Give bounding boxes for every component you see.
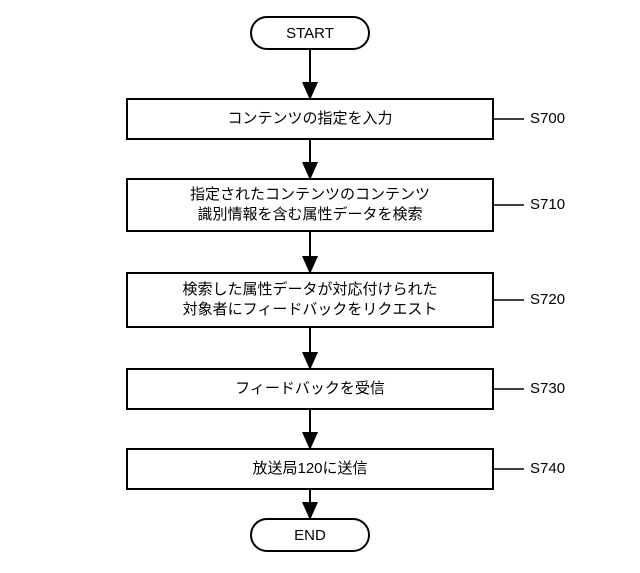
process-step-text: 検索した属性データが対応付けられた 対象者にフィードバックをリクエスト (182, 280, 437, 321)
process-step-S720: 検索した属性データが対応付けられた 対象者にフィードバックをリクエスト (126, 272, 494, 328)
terminal-end: END (250, 518, 370, 552)
step-label-S710: S710 (530, 196, 565, 213)
process-step-text: 放送局120に送信 (252, 459, 367, 479)
process-step-text: コンテンツの指定を入力 (227, 109, 392, 129)
process-step-S710: 指定されたコンテンツのコンテンツ 識別情報を含む属性データを検索 (126, 178, 494, 232)
process-step-S700: コンテンツの指定を入力 (126, 98, 494, 140)
process-step-S740: 放送局120に送信 (126, 448, 494, 490)
process-step-text: フィードバックを受信 (235, 379, 385, 399)
step-label-S730: S730 (530, 380, 565, 397)
terminal-end-label: END (294, 527, 326, 544)
step-label-S740: S740 (530, 460, 565, 477)
terminal-start-label: START (286, 25, 334, 42)
step-label-S700: S700 (530, 110, 565, 127)
step-label-S720: S720 (530, 291, 565, 308)
process-step-text: 指定されたコンテンツのコンテンツ 識別情報を含む属性データを検索 (190, 185, 430, 226)
terminal-start: START (250, 16, 370, 50)
process-step-S730: フィードバックを受信 (126, 368, 494, 410)
